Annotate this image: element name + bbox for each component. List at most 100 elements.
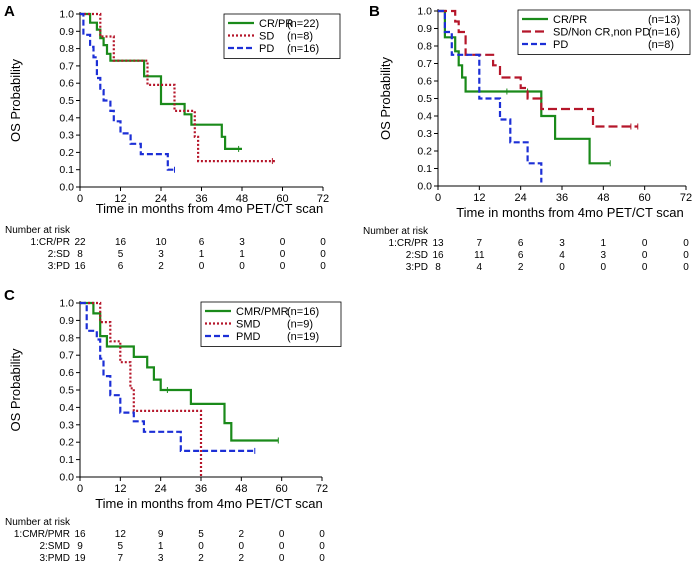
risk-count: 3 xyxy=(158,249,164,260)
risk-count: 9 xyxy=(158,529,164,540)
series-line-cmr-pmr xyxy=(80,301,279,442)
legend-entry-name: SMD xyxy=(236,319,261,331)
risk-count: 0 xyxy=(683,250,689,261)
risk-count: 13 xyxy=(432,238,444,249)
y-tick-label: 0.4 xyxy=(59,402,74,414)
risk-count: 0 xyxy=(319,529,325,540)
risk-count: 0 xyxy=(280,249,286,260)
legend-entry-n: (n=19) xyxy=(287,331,319,343)
risk-count: 10 xyxy=(155,237,167,248)
risk-count: 16 xyxy=(74,529,86,540)
y-tick-label: 0.5 xyxy=(59,385,74,397)
risk-row-label: 1:CMR/PMR xyxy=(14,529,70,540)
risk-count: 0 xyxy=(239,541,245,552)
x-tick-label: 72 xyxy=(680,192,692,204)
y-tick-label: 0.9 xyxy=(59,26,74,38)
y-tick-label: 0.2 xyxy=(417,146,432,158)
legend-entry-n: (n=22) xyxy=(287,18,319,30)
risk-count: 0 xyxy=(642,238,648,249)
legend: CR/PR(n=22) SD (n=8) PD (n=16) xyxy=(223,13,341,59)
legend-entry-n: (n=8) xyxy=(648,39,674,51)
risk-count: 2 xyxy=(239,553,245,563)
risk-count: 0 xyxy=(198,541,204,552)
legend-entry-name: CR/PR xyxy=(553,14,587,26)
x-tick-label: 24 xyxy=(155,193,167,205)
legend: CR/PR (n=13)SD/Non CR,non PD(n=16) PD (n=8) xyxy=(517,9,691,55)
risk-count: 0 xyxy=(683,262,689,273)
x-axis-label: Time in months from 4mo PET/CT scan xyxy=(95,496,323,511)
risk-count: 11 xyxy=(474,250,485,261)
series-line-pd xyxy=(80,12,175,171)
series-line-cr-pr xyxy=(80,12,242,150)
y-tick-label: 0.9 xyxy=(417,23,432,35)
risk-count: 4 xyxy=(559,250,565,261)
series-line-smd xyxy=(80,301,203,477)
legend-entry-name: PMD xyxy=(236,331,261,343)
panel-label: B xyxy=(369,3,380,20)
legend-box xyxy=(200,301,342,347)
y-tick-label: 0.8 xyxy=(59,43,74,55)
y-axis-label: OS Probability xyxy=(8,58,23,142)
x-tick-label: 0 xyxy=(77,193,83,205)
y-tick-label: 0.7 xyxy=(417,58,432,70)
legend-entry-name: CR/PR xyxy=(259,18,293,30)
risk-row-label: 2:SD xyxy=(406,250,428,261)
risk-count: 0 xyxy=(279,541,285,552)
series-line-sd-non-cr-non-pd xyxy=(438,9,638,128)
risk-count: 0 xyxy=(642,262,648,273)
risk-row-label: 3:PD xyxy=(48,261,70,272)
risk-row-label: 1:CR/PR xyxy=(31,237,70,248)
y-tick-label: 1.0 xyxy=(59,298,74,310)
series-line-pd xyxy=(438,9,543,183)
y-tick-label: 0.6 xyxy=(417,76,432,88)
risk-count: 0 xyxy=(239,261,245,272)
legend-box xyxy=(223,13,341,59)
km-panel-c: C0.00.10.20.30.40.50.60.70.80.91.00 12 24 3… xyxy=(4,287,342,563)
y-tick-label: 0.0 xyxy=(59,472,74,484)
x-tick-label: 24 xyxy=(155,483,167,495)
panel-label: A xyxy=(4,3,15,20)
legend-entry-n: (n=13) xyxy=(648,14,680,26)
legend: CMR/PMR(n=16) SMD (n=9) PMD (n=19) xyxy=(200,301,342,347)
legend-entry-n: (n=16) xyxy=(287,43,319,55)
risk-count: 5 xyxy=(118,249,124,260)
risk-count: 3 xyxy=(559,238,565,249)
risk-count: 0 xyxy=(642,250,648,261)
risk-count: 1 xyxy=(239,249,245,260)
x-tick-label: 24 xyxy=(515,192,527,204)
risk-count: 1 xyxy=(199,249,205,260)
y-tick-label: 0.4 xyxy=(59,112,74,124)
risk-count: 0 xyxy=(320,249,326,260)
risk-count: 2 xyxy=(239,529,245,540)
y-tick-label: 0.3 xyxy=(59,130,74,142)
legend-box xyxy=(517,9,691,55)
y-tick-label: 1.0 xyxy=(417,6,432,18)
y-tick-label: 0.2 xyxy=(59,147,74,159)
risk-count: 8 xyxy=(77,249,83,260)
risk-row-label: 2:SMD xyxy=(39,541,70,552)
x-tick-label: 12 xyxy=(114,483,126,495)
risk-count: 0 xyxy=(319,541,325,552)
risk-count: 3 xyxy=(239,237,245,248)
y-tick-label: 0.0 xyxy=(59,182,74,194)
legend-entry-name: CMR/PMR xyxy=(236,306,289,318)
legend-entry-n: (n=16) xyxy=(287,306,319,318)
risk-count: 12 xyxy=(115,529,127,540)
risk-count: 1 xyxy=(158,541,164,552)
risk-count: 6 xyxy=(518,250,524,261)
y-axis-label: OS Probability xyxy=(8,348,23,432)
x-tick-label: 60 xyxy=(276,193,288,205)
risk-row-label: 3:PD xyxy=(406,262,428,273)
risk-count: 6 xyxy=(518,238,524,249)
risk-count: 2 xyxy=(518,262,524,273)
risk-count: 5 xyxy=(198,529,204,540)
panel-label: C xyxy=(4,287,15,304)
legend-entry-n: (n=16) xyxy=(648,27,680,39)
y-tick-label: 0.7 xyxy=(59,350,74,362)
legend-entry-name: SD/Non CR,non PD xyxy=(553,27,650,39)
y-tick-label: 0.7 xyxy=(59,60,74,72)
risk-count: 6 xyxy=(118,261,124,272)
y-tick-label: 0.1 xyxy=(59,164,74,176)
